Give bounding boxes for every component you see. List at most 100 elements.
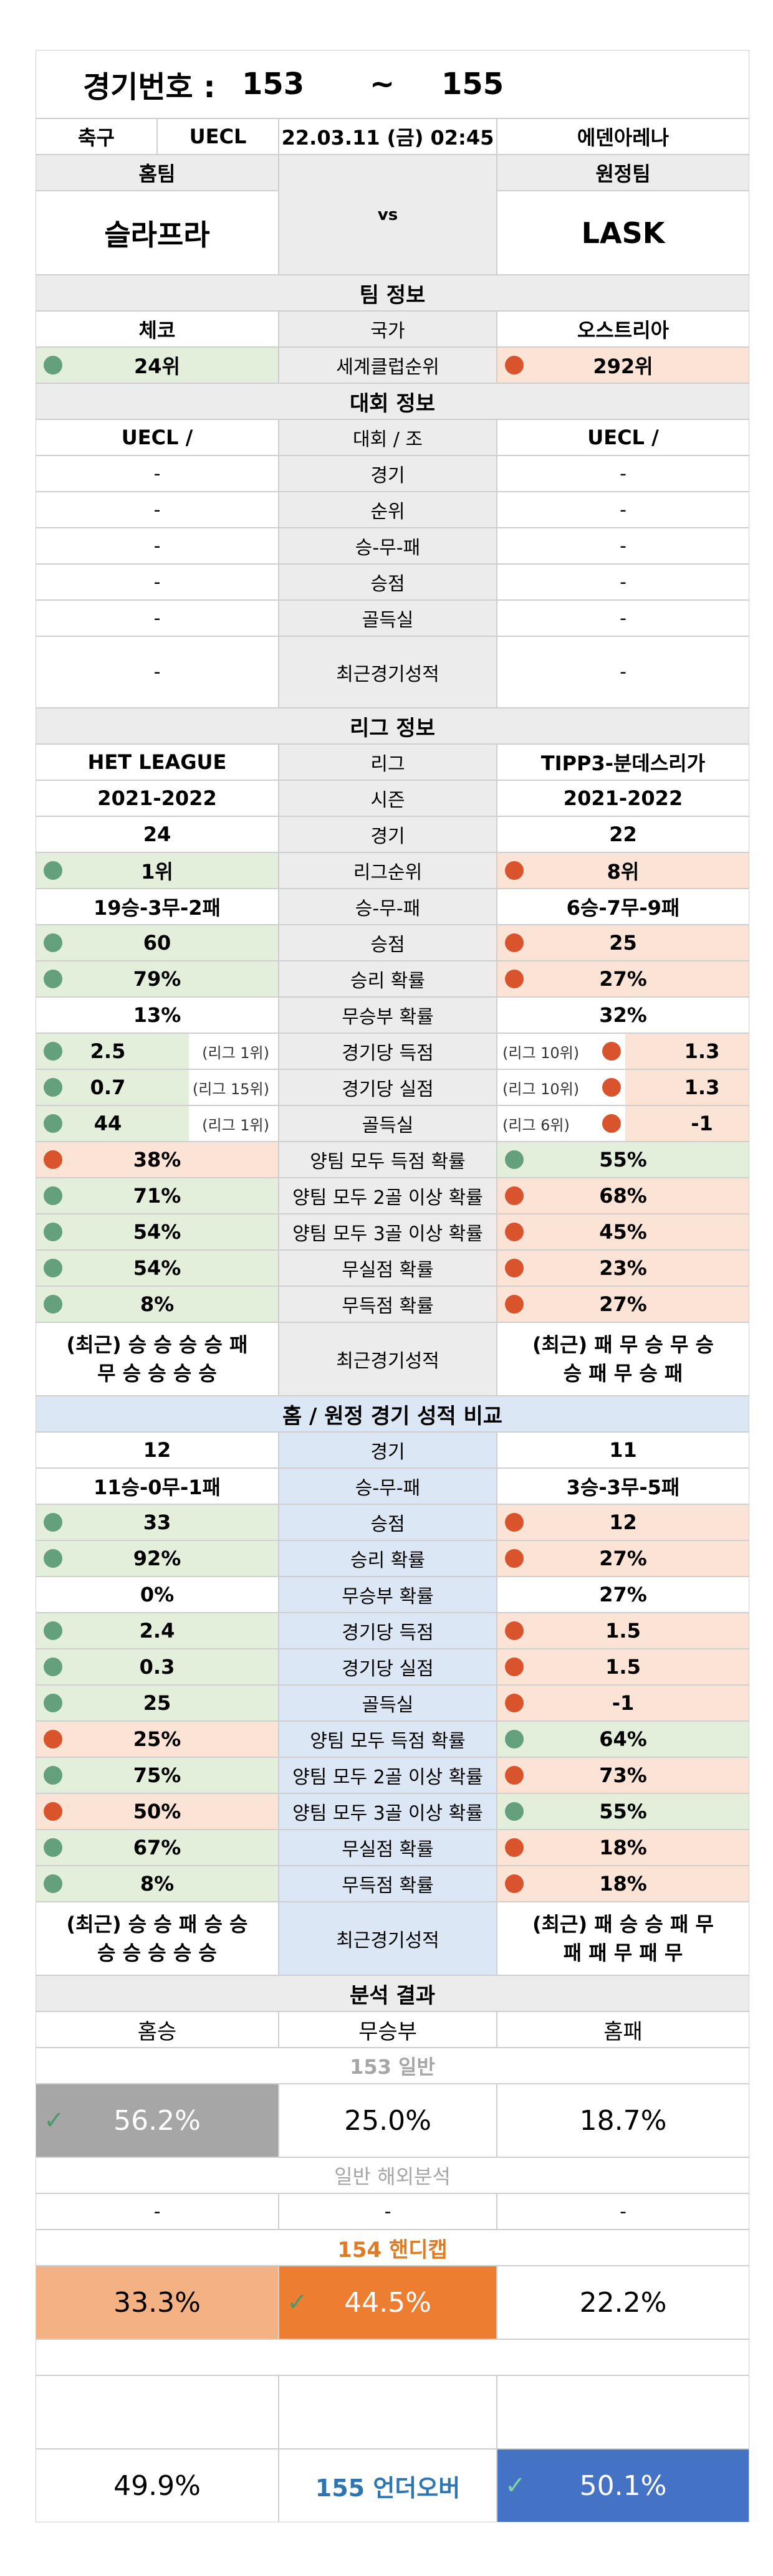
green-indicator-dot	[44, 1114, 62, 1133]
away-gf-text: 1.5	[605, 1619, 641, 1643]
blank-cell	[36, 2375, 279, 2449]
away-tournament-value-text: -	[620, 499, 627, 521]
home-gf: 2.4	[36, 1613, 279, 1649]
away-btts3-text: 55%	[599, 1800, 647, 1823]
green-indicator-dot	[505, 1730, 524, 1748]
away-tournament-value-text: -	[620, 462, 627, 485]
country-row: 체코 국가 오스트리아	[36, 311, 749, 347]
blank-cell	[279, 2375, 497, 2449]
away-league-name-text: TIPP3-분데스리가	[540, 751, 706, 775]
tournament-stat-label: 순위	[279, 492, 497, 528]
fts-label-text: 무득점 확률	[342, 1295, 434, 1317]
home-btts-text: 38%	[133, 1148, 181, 1171]
ga-label: 경기당 실점	[279, 1069, 497, 1105]
home-world-rank: 24위	[36, 347, 279, 383]
away-games-text: 22	[609, 823, 637, 846]
away-ga-value: 1.3	[684, 1076, 720, 1099]
home-points: 33	[36, 1504, 279, 1540]
away-btts2: 73%	[497, 1757, 749, 1793]
ga-row: 0.3 경기당 실점 1.5	[36, 1649, 749, 1685]
handicap-home-pct: 33.3%	[36, 2266, 279, 2339]
btts3-label-text: 양팀 모두 3골 이상 확률	[292, 1223, 483, 1245]
spacer-row-2	[36, 2375, 749, 2449]
green-indicator-dot	[44, 933, 62, 952]
away-fts: 27%	[497, 1286, 749, 1322]
home-gd: 44 (리그 1위)	[36, 1105, 279, 1142]
vs-cell-text: vs	[377, 205, 398, 224]
home-cs: 67%	[36, 1829, 279, 1866]
away-tournament-value-text: -	[620, 535, 627, 557]
away-rank: 8위	[497, 852, 749, 889]
season-label: 시즌	[279, 780, 497, 816]
blank-cell	[497, 2375, 749, 2449]
green-indicator-dot	[44, 1694, 62, 1712]
team-info-title-row: 팀 정보	[36, 275, 749, 311]
handicap-away-pct-text: 22.2%	[579, 2286, 667, 2319]
btts2-row: 75% 양팀 모두 2골 이상 확률 73%	[36, 1757, 749, 1793]
handicap-values-row: 33.3% 44.5% ✓ 22.2%	[36, 2266, 749, 2339]
tournament-stat-row: - 승점 -	[36, 564, 749, 600]
handicap-draw-pct: 44.5% ✓	[279, 2266, 497, 2339]
home-tournament-value-text: -	[153, 571, 161, 593]
sport-cell: 축구	[36, 118, 157, 155]
recent-form-label: 최근경기성적	[279, 1902, 497, 1975]
home-btts: 38%	[36, 1142, 279, 1178]
tournament-stat-label-text: 골득실	[362, 609, 414, 631]
games-row: 24 경기 22	[36, 816, 749, 852]
away-winp-text: 27%	[599, 1547, 647, 1570]
country-label: 국가	[279, 311, 497, 347]
tournament-stat-label-text: 승-무-패	[355, 537, 421, 559]
away-tournament-value: -	[497, 456, 749, 492]
green-indicator-dot	[44, 1223, 62, 1241]
tournament-stat-label: 경기	[279, 456, 497, 492]
points-label: 승점	[279, 1504, 497, 1540]
away-btts3: 45%	[497, 1214, 749, 1250]
home-drawp-text: 13%	[133, 1003, 181, 1027]
match-number-from: 153	[242, 67, 305, 102]
home-team-name: 슬라프라	[36, 191, 279, 275]
away-gf: 1.5	[497, 1613, 749, 1649]
winp-label-text: 승리 확률	[350, 970, 425, 992]
green-indicator-dot	[505, 1150, 524, 1169]
home-league-name-text: HET LEAGUE	[87, 750, 227, 774]
away-fts: 18%	[497, 1866, 749, 1902]
home-wdl: 11승-0무-1패	[36, 1468, 279, 1504]
btts2-label-text: 양팀 모두 2골 이상 확률	[292, 1767, 483, 1788]
general-values-row: 56.2% ✓ 25.0% 18.7%	[36, 2084, 749, 2157]
ga-label-text: 경기당 실점	[342, 1658, 434, 1680]
home-win-header: 홈승	[36, 2011, 279, 2048]
drawp-label-text: 무승부 확률	[342, 1006, 434, 1028]
away-points: 12	[497, 1504, 749, 1540]
green-indicator-dot	[44, 1838, 62, 1857]
home-btts2-text: 71%	[133, 1184, 181, 1208]
red-indicator-dot	[602, 1042, 621, 1061]
sport-cell-text: 축구	[78, 126, 115, 150]
winp-row: 79% 승리 확률 27%	[36, 961, 749, 997]
red-indicator-dot	[505, 1513, 524, 1532]
ga-label: 경기당 실점	[279, 1649, 497, 1685]
home-gf-text: 2.4	[139, 1619, 175, 1643]
fts-label: 무득점 확률	[279, 1866, 497, 1902]
green-indicator-dot	[44, 1621, 62, 1640]
away-ga: 1.5	[497, 1649, 749, 1685]
away-country-text: 오스트리아	[577, 318, 670, 342]
drawp-label-text: 무승부 확률	[342, 1586, 434, 1608]
overseas-title-text: 일반 해외분석	[334, 2165, 451, 2188]
home-wdl-text: 11승-0무-1패	[94, 1476, 221, 1499]
btts-label: 양팀 모두 득점 확률	[279, 1142, 497, 1178]
wdl-label-text: 승-무-패	[355, 898, 421, 920]
world-rank-label-text: 세계클럽순위	[336, 356, 439, 378]
drawp-label: 무승부 확률	[279, 1577, 497, 1613]
away-tournament-value: -	[497, 528, 749, 564]
tournament-stat-row: - 순위 -	[36, 492, 749, 528]
away-btts: 55%	[497, 1142, 749, 1178]
gf-label: 경기당 득점	[279, 1033, 497, 1069]
away-group-text: UECL /	[587, 426, 659, 449]
season-label-text: 시즌	[370, 789, 405, 811]
cs-row: 54% 무실점 확률 23%	[36, 1250, 749, 1286]
match-number-to: 155	[441, 67, 504, 102]
red-indicator-dot	[505, 356, 524, 374]
green-indicator-dot	[44, 1513, 62, 1532]
